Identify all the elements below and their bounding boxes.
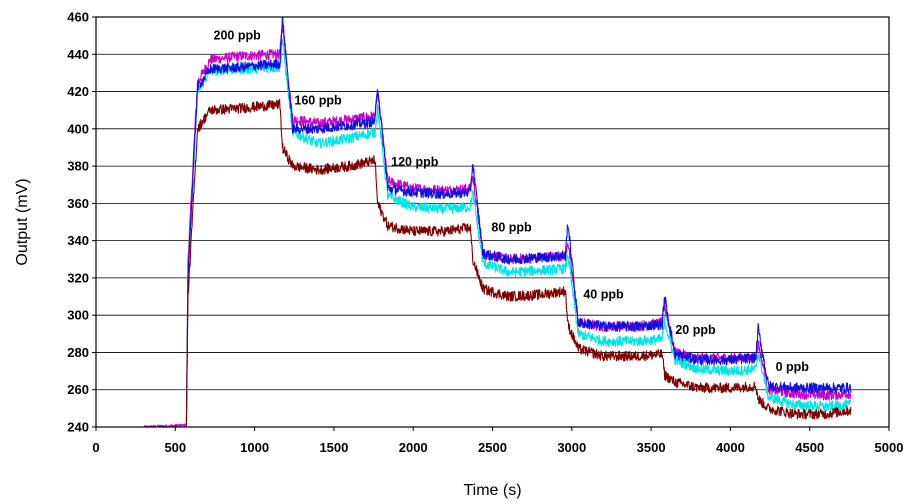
y-tick-label: 320 xyxy=(67,270,89,285)
series-line-4 xyxy=(185,98,852,425)
x-tick-label: 500 xyxy=(164,440,186,455)
x-axis-title: Time (s) xyxy=(463,482,521,499)
x-tick-label: 3500 xyxy=(637,440,666,455)
x-tick-label: 4500 xyxy=(795,440,824,455)
x-tick-label: 2500 xyxy=(478,440,507,455)
y-axis-title: Output (mV) xyxy=(14,178,31,265)
x-tick-label: 5000 xyxy=(875,440,904,455)
y-tick-label: 460 xyxy=(67,10,89,25)
annotation-label: 160 ppb xyxy=(294,94,342,108)
y-tick-label: 360 xyxy=(67,196,89,211)
series-group xyxy=(143,16,852,428)
series-line-3 xyxy=(185,16,852,427)
x-tick-label: 4000 xyxy=(716,440,745,455)
annotation-label: 20 ppb xyxy=(675,323,716,337)
y-tick-label: 400 xyxy=(67,121,89,136)
annotation-label: 0 ppb xyxy=(776,360,810,374)
annotation-label: 80 ppb xyxy=(491,220,532,234)
annotation-label: 120 ppb xyxy=(391,155,439,169)
y-tick-label: 240 xyxy=(67,420,89,435)
x-tick-label: 0 xyxy=(92,440,99,455)
x-tick-label: 1500 xyxy=(319,440,348,455)
x-tick-label: 2000 xyxy=(399,440,428,455)
y-tick-label: 380 xyxy=(67,159,89,174)
y-tick-label: 420 xyxy=(67,84,89,99)
y-tick-label: 440 xyxy=(67,47,89,62)
x-tick-label: 3000 xyxy=(557,440,586,455)
annotation-group: 200 ppb 160 ppb 120 ppb 80 ppb 40 ppb 20 ppb 0… xyxy=(214,28,810,374)
series-line-2 xyxy=(185,39,852,426)
y-tick-label: 340 xyxy=(67,233,89,248)
annotation-label: 40 ppb xyxy=(583,287,624,301)
y-tick-label: 300 xyxy=(67,308,89,323)
y-tick-label: 280 xyxy=(67,345,89,360)
x-tick-label: 1000 xyxy=(240,440,269,455)
x-axis-ticks: 0 500 1000 1500 2000 2500 3000 3500 4000 4500 5000 xyxy=(92,427,903,455)
y-axis-ticks: 240 260 280 300 320 340 360 380 400 420 440 460 xyxy=(67,10,96,435)
annotation-label: 200 ppb xyxy=(214,28,262,42)
y-tick-label: 260 xyxy=(67,382,89,397)
